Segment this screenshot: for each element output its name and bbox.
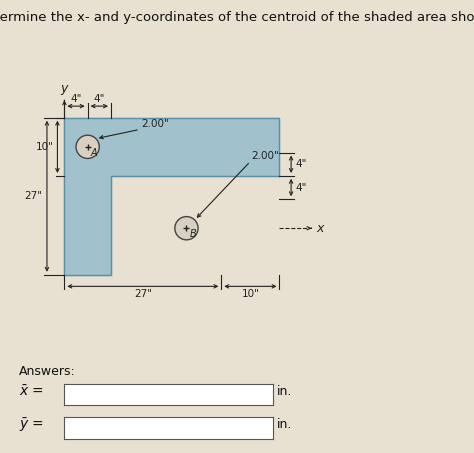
Circle shape [175,217,198,240]
Text: Answers:: Answers: [19,365,76,378]
Text: Determine the x- and y-coordinates of the centroid of the shaded area shown.: Determine the x- and y-coordinates of th… [0,11,474,24]
Text: 4": 4" [93,94,105,104]
Text: in.: in. [277,419,292,431]
Text: B: B [190,229,196,239]
Text: $\bar{x}$ =: $\bar{x}$ = [19,385,44,399]
Text: 10": 10" [241,289,259,299]
Text: 4": 4" [70,94,82,104]
Text: in.: in. [277,386,292,398]
Text: 2.00": 2.00" [141,119,169,129]
Text: y: y [61,82,68,95]
Text: 10": 10" [36,142,54,152]
Text: 27": 27" [24,191,42,201]
Circle shape [76,135,99,159]
Text: 4": 4" [295,183,307,193]
Polygon shape [64,118,280,275]
Text: 27": 27" [134,289,152,299]
Text: 2.00": 2.00" [252,151,279,161]
Text: $\bar{y}$ =: $\bar{y}$ = [19,416,44,434]
Text: A: A [91,148,97,158]
Text: 4": 4" [295,159,307,169]
Text: x: x [316,222,323,235]
